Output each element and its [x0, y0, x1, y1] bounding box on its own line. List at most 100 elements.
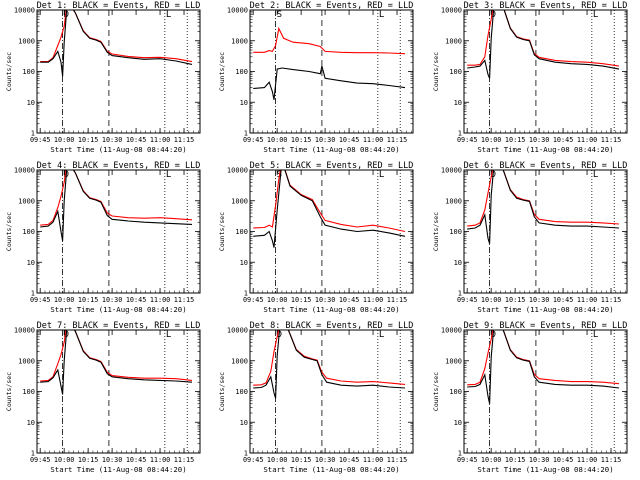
events-series-line	[253, 330, 406, 399]
y-tick-label: 1	[31, 130, 35, 138]
x-tick-label: 10:00	[54, 296, 74, 304]
x-tick-label: 10:15	[78, 136, 98, 144]
x-tick-label: 09:45	[243, 296, 263, 304]
y-axis-label: Counts/sec	[218, 52, 226, 91]
x-tick-label: 10:30	[315, 456, 335, 464]
x-tick-label: 10:45	[126, 296, 146, 304]
panel-det-8: Det 8: BLACK = Events, RED = LLD Counts/s…	[218, 321, 414, 474]
x-tick-label: 11:00	[577, 296, 597, 304]
plot-frame	[463, 329, 628, 454]
x-axis-label: Start Time (11-Aug-08 08:44:20)	[477, 305, 613, 314]
y-tick-label: 10	[27, 99, 35, 107]
lld-series-line	[467, 170, 620, 227]
marker-label: L	[166, 170, 171, 180]
x-tick-label: 10:45	[339, 136, 359, 144]
y-axis-label: Counts/sec	[5, 212, 13, 251]
marker-label: S	[277, 10, 282, 20]
y-tick-label: 1000	[18, 197, 35, 205]
x-tick-label: 11:15	[174, 456, 194, 464]
y-axis-label: Counts/sec	[218, 372, 226, 411]
x-tick-label: 10:30	[102, 136, 122, 144]
plot-frame	[249, 169, 414, 294]
x-tick-label: 11:00	[363, 136, 383, 144]
y-tick-label: 1	[244, 130, 248, 138]
marker-label: L	[379, 170, 384, 180]
marker-label: L	[379, 330, 384, 340]
x-tick-label: 11:15	[601, 296, 621, 304]
plot-frame	[36, 329, 201, 454]
y-tick-label: 100	[235, 228, 248, 236]
panel-title: Det 3: BLACK = Events, RED = LLD	[464, 1, 628, 11]
y-tick-label: 10000	[14, 327, 35, 335]
x-tick-label: 10:00	[54, 136, 74, 144]
x-axis-label: Start Time (11-Aug-08 08:44:20)	[50, 305, 186, 314]
panel-det-3: Det 3: BLACK = Events, RED = LLD Counts/s…	[432, 1, 628, 154]
y-tick-label: 100	[449, 68, 462, 76]
x-tick-label: 10:00	[481, 456, 501, 464]
y-tick-label: 10	[454, 99, 462, 107]
panel-title: Det 6: BLACK = Events, RED = LLD	[464, 161, 628, 171]
x-tick-label: 11:15	[387, 136, 407, 144]
y-tick-label: 10000	[14, 7, 35, 15]
x-tick-label: 10:00	[267, 456, 287, 464]
panel-det-6: Det 6: BLACK = Events, RED = LLD Counts/s…	[432, 161, 628, 314]
y-tick-label: 10000	[441, 167, 462, 175]
events-series-line	[40, 170, 193, 241]
x-tick-label: 10:45	[553, 456, 573, 464]
y-tick-label: 10000	[227, 327, 248, 335]
y-tick-label: 100	[22, 388, 35, 396]
panel-title: Det 4: BLACK = Events, RED = LLD	[37, 161, 201, 171]
x-tick-label: 10:45	[126, 456, 146, 464]
panel-title: Det 8: BLACK = Events, RED = LLD	[250, 321, 414, 331]
y-tick-label: 10	[27, 419, 35, 427]
y-tick-label: 1	[244, 290, 248, 298]
y-tick-label: 10000	[14, 167, 35, 175]
x-tick-label: 10:00	[481, 296, 501, 304]
y-tick-label: 1000	[445, 197, 462, 205]
panel-det-2: Det 2: BLACK = Events, RED = LLD Counts/s…	[218, 1, 414, 154]
x-tick-label: 10:30	[529, 456, 549, 464]
x-tick-label: 10:00	[481, 136, 501, 144]
y-tick-label: 1000	[231, 197, 248, 205]
y-tick-label: 1000	[231, 357, 248, 365]
y-tick-label: 1000	[445, 37, 462, 45]
x-axis-label: Start Time (11-Aug-08 08:44:20)	[477, 145, 613, 154]
marker-label: L	[379, 10, 384, 20]
events-series-line	[467, 330, 620, 404]
panel-title: Det 5: BLACK = Events, RED = LLD	[250, 161, 414, 171]
x-tick-label: 10:15	[291, 456, 311, 464]
x-tick-label: 11:00	[577, 136, 597, 144]
y-tick-label: 100	[235, 68, 248, 76]
events-series-line	[40, 330, 193, 395]
y-tick-label: 1	[458, 450, 462, 458]
panel-det-7: Det 7: BLACK = Events, RED = LLD Counts/s…	[5, 321, 201, 474]
x-tick-label: 10:45	[339, 456, 359, 464]
x-tick-label: 09:45	[243, 136, 263, 144]
x-tick-label: 11:15	[174, 136, 194, 144]
x-tick-label: 10:00	[267, 296, 287, 304]
lld-series-line	[253, 330, 406, 386]
y-tick-label: 10	[27, 259, 35, 267]
x-tick-label: 09:45	[243, 456, 263, 464]
x-tick-label: 10:15	[291, 136, 311, 144]
x-axis-label: Start Time (11-Aug-08 08:44:20)	[50, 465, 186, 474]
x-tick-label: 10:30	[529, 296, 549, 304]
x-tick-label: 11:00	[150, 136, 170, 144]
y-tick-label: 10	[454, 419, 462, 427]
marker-label: L	[593, 170, 598, 180]
y-axis-label: Counts/sec	[432, 52, 440, 91]
y-tick-label: 1	[31, 290, 35, 298]
plot-frame	[463, 169, 628, 294]
x-tick-label: 09:45	[30, 136, 50, 144]
x-tick-label: 11:15	[387, 456, 407, 464]
marker-label: L	[166, 330, 171, 340]
x-tick-label: 10:45	[126, 136, 146, 144]
y-tick-label: 1	[31, 450, 35, 458]
x-tick-label: 10:30	[529, 136, 549, 144]
lld-series-line	[253, 170, 406, 233]
y-tick-label: 10000	[227, 167, 248, 175]
x-tick-label: 10:15	[78, 296, 98, 304]
y-tick-label: 10	[240, 99, 248, 107]
y-tick-label: 10000	[441, 7, 462, 15]
panel-title: Det 1: BLACK = Events, RED = LLD	[37, 1, 201, 11]
